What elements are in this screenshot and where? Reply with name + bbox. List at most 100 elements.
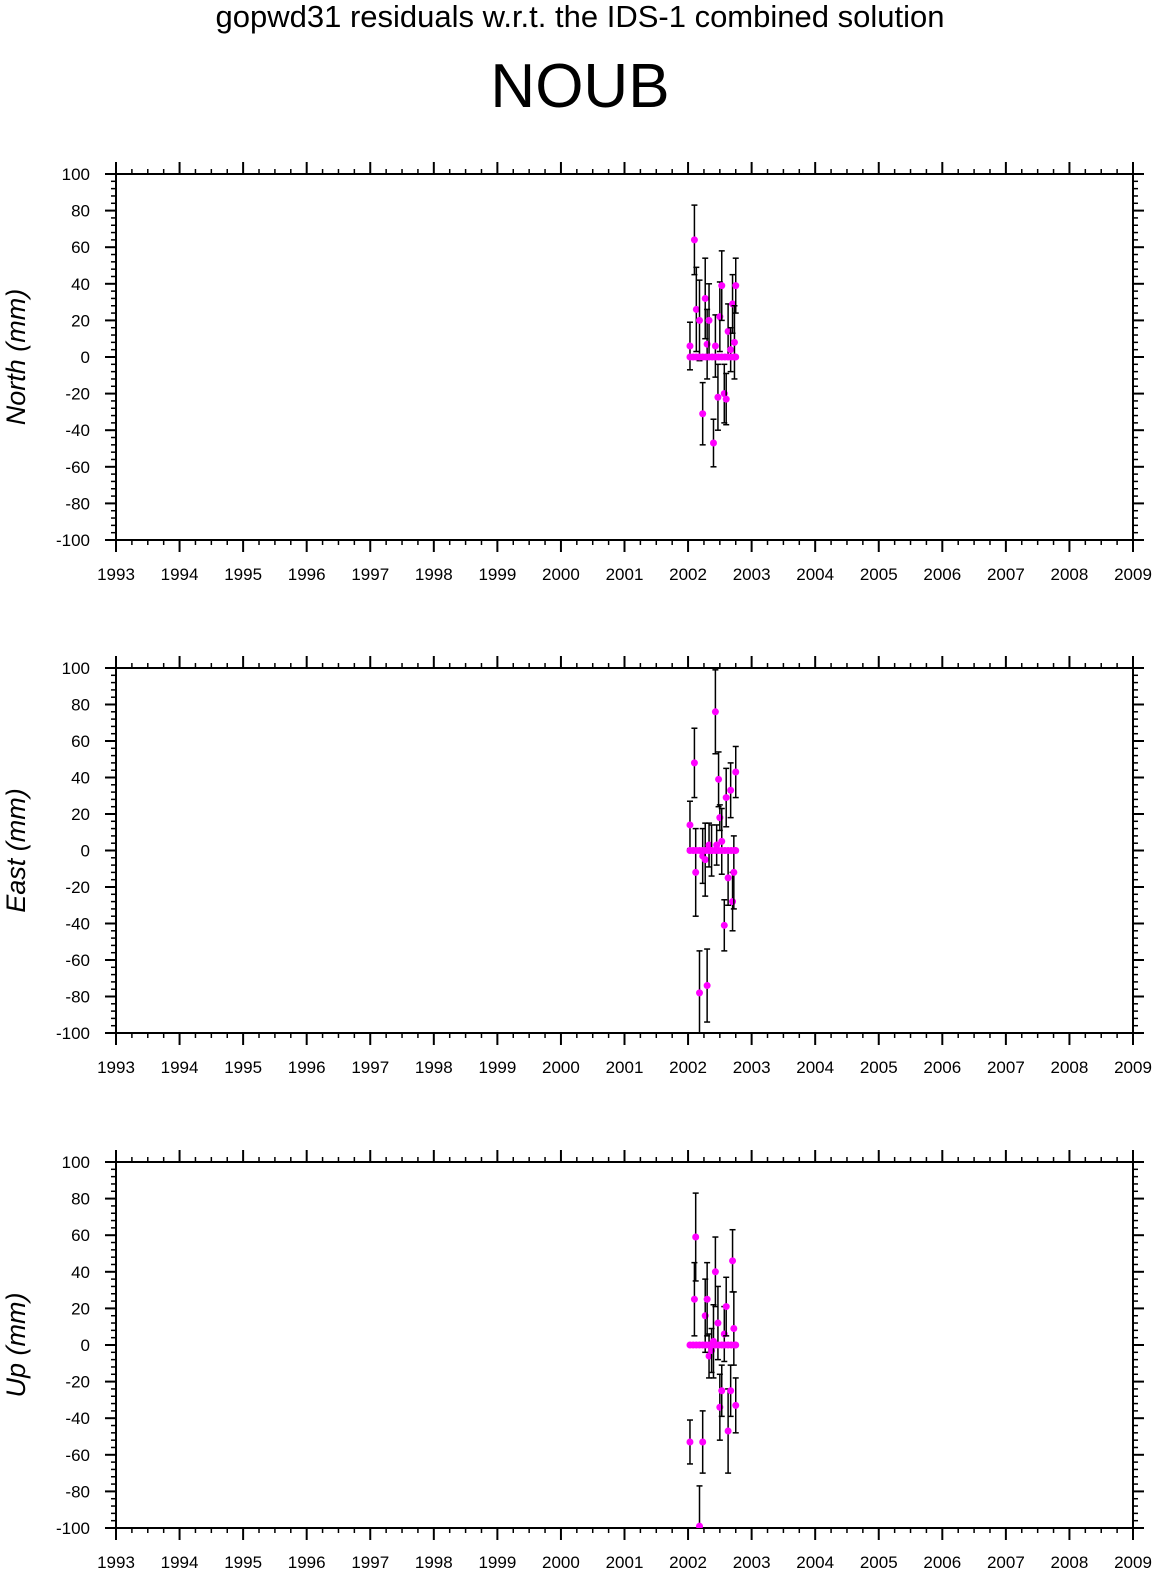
- y-tick-label: 80: [71, 696, 90, 715]
- y-tick-label: -100: [56, 1024, 90, 1043]
- y-tick-label: -60: [65, 458, 90, 477]
- data-point: [711, 1268, 719, 1276]
- data-point: [727, 346, 735, 354]
- data-point: [686, 1438, 694, 1446]
- y-tick-label: 20: [71, 311, 90, 330]
- x-tick-label: 1995: [224, 1058, 262, 1077]
- data-point: [686, 342, 694, 350]
- data-point: [713, 841, 721, 849]
- y-tick-label: 0: [81, 348, 90, 367]
- y-axis-label: East (mm): [1, 788, 31, 913]
- x-tick-label: 2006: [923, 565, 961, 584]
- y-tick-label: -20: [65, 385, 90, 404]
- data-point: [690, 1295, 698, 1303]
- y-tick-label: 80: [71, 202, 90, 221]
- x-tick-label: 1997: [351, 565, 389, 584]
- data-point: [729, 1257, 737, 1265]
- x-tick-label: 2004: [796, 565, 834, 584]
- data-point: [692, 868, 700, 876]
- x-tick-label: 2004: [796, 1058, 834, 1077]
- x-tick-label: 2001: [606, 1058, 644, 1077]
- plot-frame: [115, 667, 1134, 1034]
- x-tick-label: 1999: [478, 565, 516, 584]
- y-tick-label: -20: [65, 878, 90, 897]
- y-tick-label: 0: [81, 1336, 90, 1355]
- data-point: [690, 759, 698, 767]
- y-tick-label: -100: [56, 1519, 90, 1538]
- data-point: [705, 1352, 713, 1360]
- data-point: [732, 353, 740, 361]
- x-tick-label: 2005: [860, 565, 898, 584]
- x-tick-label: 2000: [542, 565, 580, 584]
- y-tick-label: -40: [65, 1409, 90, 1428]
- x-tick-label: 2006: [923, 1553, 961, 1572]
- x-tick-label: 2001: [606, 1553, 644, 1572]
- x-tick-label: 1993: [97, 565, 135, 584]
- plot-frame: [115, 173, 1134, 541]
- data-point: [709, 439, 717, 447]
- data-point: [727, 786, 735, 794]
- y-tick-label: 100: [62, 165, 90, 184]
- x-tick-label: 1997: [351, 1553, 389, 1572]
- data-point: [696, 316, 704, 324]
- x-tick-label: 1993: [97, 1553, 135, 1572]
- x-tick-label: 2006: [923, 1058, 961, 1077]
- data-point: [711, 708, 719, 716]
- x-tick-label: 1997: [351, 1058, 389, 1077]
- station-title: NOUB: [490, 52, 670, 121]
- data-point: [724, 1427, 732, 1435]
- x-tick-label: 2008: [1051, 1553, 1089, 1572]
- x-tick-label: 2008: [1051, 565, 1089, 584]
- data-layer: [686, 1192, 740, 1528]
- x-tick-label: 1999: [478, 1553, 516, 1572]
- y-tick-label: 60: [71, 238, 90, 257]
- x-tick-label: 2007: [987, 565, 1025, 584]
- x-tick-label: 2003: [733, 1058, 771, 1077]
- y-tick-label: 60: [71, 1226, 90, 1245]
- plot-panel-1: 1993 1994 1995 1996 1997 1998 1999 2000 2001 2002…: [1, 162, 1152, 584]
- x-tick-label: 2002: [669, 565, 707, 584]
- x-tick-label: 1994: [161, 1058, 199, 1077]
- x-tick-label: 1999: [478, 1058, 516, 1077]
- y-tick-label: 40: [71, 769, 90, 788]
- data-point: [696, 1522, 704, 1528]
- x-tick-label: 2003: [733, 565, 771, 584]
- y-tick-label: -80: [65, 494, 90, 513]
- data-point: [699, 1438, 707, 1446]
- y-tick-label: 60: [71, 732, 90, 751]
- data-point: [722, 1303, 730, 1311]
- x-tick-label: 2002: [669, 1553, 707, 1572]
- x-tick-label: 1998: [415, 1058, 453, 1077]
- y-tick-label: -40: [65, 421, 90, 440]
- data-point: [730, 868, 738, 876]
- x-tick-label: 1996: [288, 565, 326, 584]
- data-point: [701, 856, 709, 864]
- x-tick-label: 2001: [606, 565, 644, 584]
- x-tick-label: 1994: [161, 565, 199, 584]
- data-point: [727, 1387, 735, 1395]
- x-tick-label: 2004: [796, 1553, 834, 1572]
- x-tick-label: 2009: [1114, 1058, 1152, 1077]
- x-tick-label: 2009: [1114, 1553, 1152, 1572]
- data-point: [690, 236, 698, 244]
- data-point: [720, 921, 728, 929]
- data-point: [701, 294, 709, 302]
- data-point: [722, 794, 730, 802]
- y-tick-label: 80: [71, 1190, 90, 1209]
- data-point: [729, 898, 737, 906]
- data-point: [732, 1401, 740, 1409]
- data-point: [718, 282, 726, 290]
- x-tick-label: 1996: [288, 1553, 326, 1572]
- x-tick-label: 2009: [1114, 565, 1152, 584]
- data-point: [699, 410, 707, 418]
- plot-frame: [115, 1161, 1134, 1529]
- y-tick-label: -20: [65, 1373, 90, 1392]
- x-tick-label: 2008: [1051, 1058, 1089, 1077]
- y-tick-label: 0: [81, 842, 90, 861]
- data-point: [703, 1295, 711, 1303]
- data-point: [732, 282, 740, 290]
- data-point: [718, 1387, 726, 1395]
- plot-panel-3: 1993 1994 1995 1996 1997 1998 1999 2000 2001 2002…: [1, 1150, 1152, 1572]
- data-point: [722, 395, 730, 403]
